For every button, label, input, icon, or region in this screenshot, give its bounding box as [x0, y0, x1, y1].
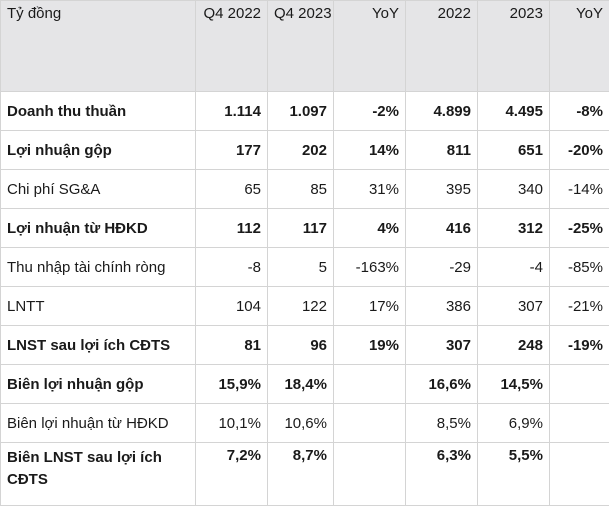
cell-2023: 248	[478, 326, 550, 365]
table-row: Doanh thu thuần 1.114 1.097 -2% 4.899 4.…	[1, 92, 609, 131]
row-label: Lợi nhuận gộp	[1, 131, 196, 170]
cell-q4-2023: 8,7%	[268, 443, 334, 506]
cell-2022: -29	[406, 248, 478, 287]
cell-q4-2022: 1.114	[196, 92, 268, 131]
cell-2023: 14,5%	[478, 365, 550, 404]
row-label: LNST sau lợi ích CĐTS	[1, 326, 196, 365]
column-header-unit: Tỷ đồng	[1, 1, 196, 92]
cell-q4-2023: 18,4%	[268, 365, 334, 404]
column-header-q4-2022: Q4 2022	[196, 1, 268, 92]
cell-yoy-year: -85%	[550, 248, 609, 287]
cell-q4-2022: -8	[196, 248, 268, 287]
cell-yoy-quarter: -163%	[334, 248, 406, 287]
cell-2022: 307	[406, 326, 478, 365]
cell-q4-2022: 7,2%	[196, 443, 268, 506]
cell-yoy-year: -14%	[550, 170, 609, 209]
cell-2023: -4	[478, 248, 550, 287]
cell-q4-2023: 10,6%	[268, 404, 334, 443]
table-row: Biên lợi nhuận gộp 15,9% 18,4% 16,6% 14,…	[1, 365, 609, 404]
column-header-yoy-quarter: YoY	[334, 1, 406, 92]
cell-q4-2023: 1.097	[268, 92, 334, 131]
table-header-row: Tỷ đồng Q4 2022 Q4 2023 YoY 2022 2023 Yo…	[1, 1, 609, 92]
cell-2023: 5,5%	[478, 443, 550, 506]
row-label: Doanh thu thuần	[1, 92, 196, 131]
cell-q4-2022: 65	[196, 170, 268, 209]
row-label: Biên LNST sau lợi ích CĐTS	[1, 443, 196, 506]
cell-yoy-year: -19%	[550, 326, 609, 365]
cell-q4-2022: 112	[196, 209, 268, 248]
cell-q4-2023: 202	[268, 131, 334, 170]
cell-yoy-year: -20%	[550, 131, 609, 170]
cell-yoy-quarter: 19%	[334, 326, 406, 365]
cell-yoy-year: -8%	[550, 92, 609, 131]
cell-q4-2023: 5	[268, 248, 334, 287]
cell-q4-2023: 85	[268, 170, 334, 209]
table-row: Chi phí SG&A 65 85 31% 395 340 -14%	[1, 170, 609, 209]
cell-yoy-year	[550, 443, 609, 506]
row-label: Chi phí SG&A	[1, 170, 196, 209]
cell-2023: 4.495	[478, 92, 550, 131]
cell-2022: 395	[406, 170, 478, 209]
cell-yoy-quarter: 17%	[334, 287, 406, 326]
cell-2022: 16,6%	[406, 365, 478, 404]
table-row: Biên LNST sau lợi ích CĐTS 7,2% 8,7% 6,3…	[1, 443, 609, 506]
cell-yoy-quarter: 31%	[334, 170, 406, 209]
column-header-yoy-year: YoY	[550, 1, 609, 92]
cell-q4-2023: 96	[268, 326, 334, 365]
table-row: Thu nhập tài chính ròng -8 5 -163% -29 -…	[1, 248, 609, 287]
cell-yoy-year	[550, 404, 609, 443]
cell-yoy-quarter	[334, 365, 406, 404]
cell-2022: 386	[406, 287, 478, 326]
table-row: LNTT 104 122 17% 386 307 -21%	[1, 287, 609, 326]
cell-2023: 651	[478, 131, 550, 170]
cell-q4-2022: 15,9%	[196, 365, 268, 404]
cell-q4-2022: 10,1%	[196, 404, 268, 443]
cell-2022: 8,5%	[406, 404, 478, 443]
cell-2022: 416	[406, 209, 478, 248]
cell-yoy-year: -25%	[550, 209, 609, 248]
cell-2023: 340	[478, 170, 550, 209]
column-header-q4-2023: Q4 2023	[268, 1, 334, 92]
cell-yoy-quarter	[334, 443, 406, 506]
row-label: Thu nhập tài chính ròng	[1, 248, 196, 287]
cell-2023: 312	[478, 209, 550, 248]
cell-q4-2023: 122	[268, 287, 334, 326]
cell-q4-2023: 117	[268, 209, 334, 248]
cell-yoy-quarter	[334, 404, 406, 443]
cell-2022: 6,3%	[406, 443, 478, 506]
column-header-2022: 2022	[406, 1, 478, 92]
cell-2022: 811	[406, 131, 478, 170]
row-label: Lợi nhuận từ HĐKD	[1, 209, 196, 248]
row-label: LNTT	[1, 287, 196, 326]
cell-yoy-year: -21%	[550, 287, 609, 326]
cell-2023: 6,9%	[478, 404, 550, 443]
cell-q4-2022: 177	[196, 131, 268, 170]
table-row: LNST sau lợi ích CĐTS 81 96 19% 307 248 …	[1, 326, 609, 365]
cell-q4-2022: 81	[196, 326, 268, 365]
cell-2022: 4.899	[406, 92, 478, 131]
table-row: Lợi nhuận gộp 177 202 14% 811 651 -20%	[1, 131, 609, 170]
cell-yoy-quarter: 14%	[334, 131, 406, 170]
table-row: Biên lợi nhuận từ HĐKD 10,1% 10,6% 8,5% …	[1, 404, 609, 443]
row-label: Biên lợi nhuận từ HĐKD	[1, 404, 196, 443]
table-row: Lợi nhuận từ HĐKD 112 117 4% 416 312 -25…	[1, 209, 609, 248]
column-header-2023: 2023	[478, 1, 550, 92]
row-label: Biên lợi nhuận gộp	[1, 365, 196, 404]
cell-yoy-quarter: -2%	[334, 92, 406, 131]
cell-2023: 307	[478, 287, 550, 326]
cell-yoy-year	[550, 365, 609, 404]
cell-yoy-quarter: 4%	[334, 209, 406, 248]
cell-q4-2022: 104	[196, 287, 268, 326]
